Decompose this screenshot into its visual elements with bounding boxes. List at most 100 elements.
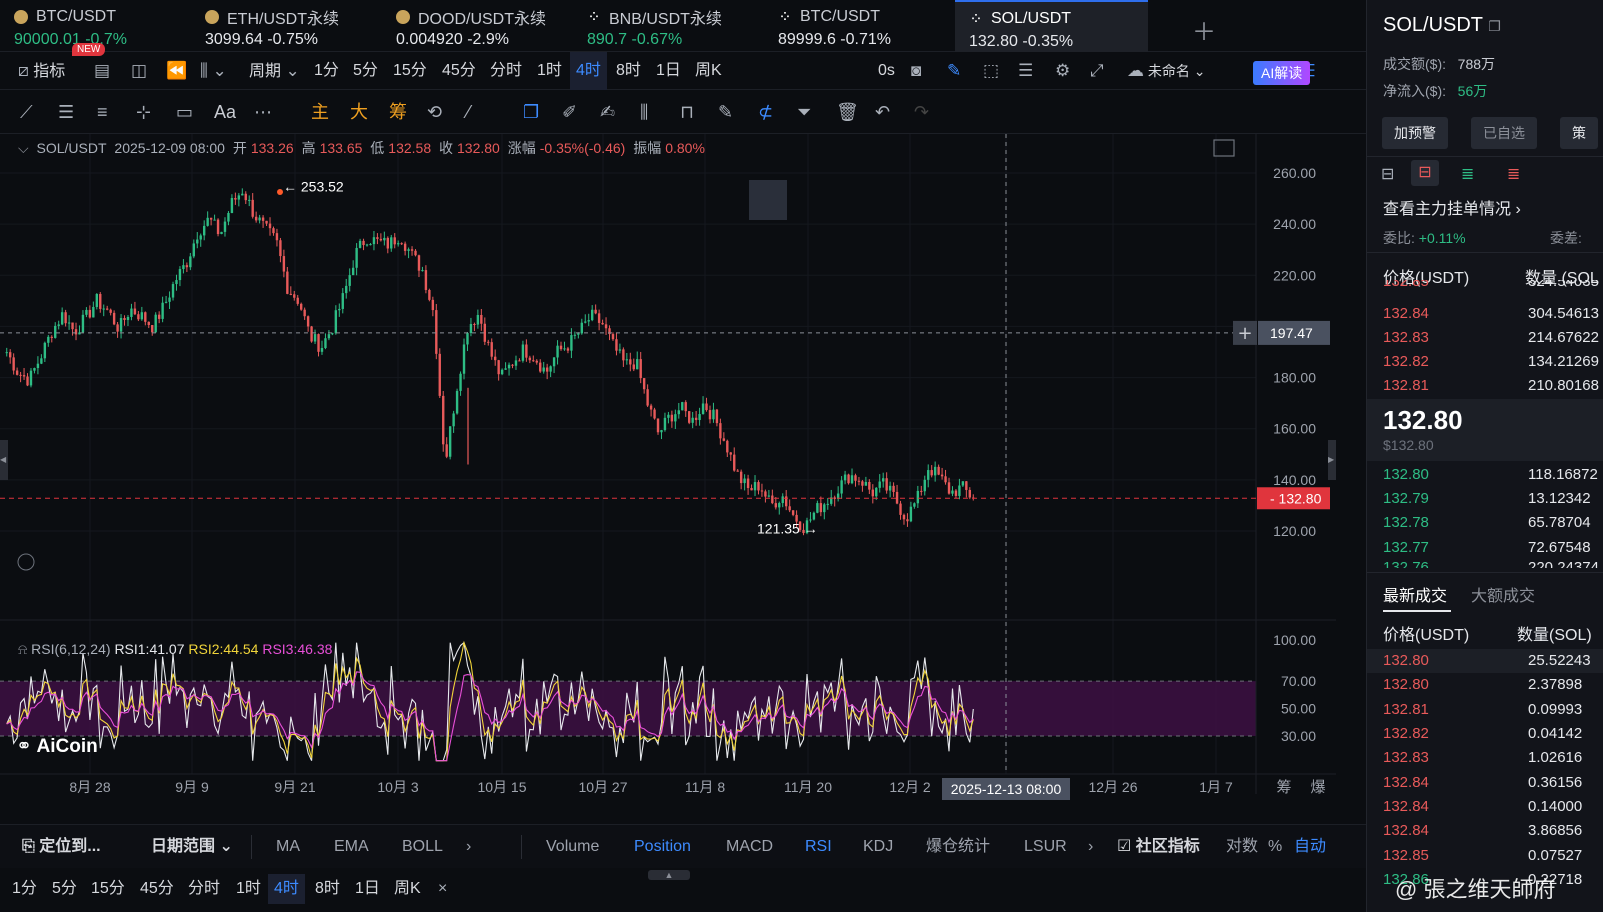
add-alert-button[interactable]: 加预警 xyxy=(1382,117,1448,149)
ruler-icon[interactable]: ✐ xyxy=(562,102,578,122)
percent-toggle[interactable]: % xyxy=(1268,838,1283,855)
tab-big-trades[interactable]: 大额成交 xyxy=(1471,588,1536,605)
period-dropdown[interactable]: 周期 ⌄ xyxy=(249,52,300,90)
tab-latest-trades[interactable]: 最新成交 xyxy=(1383,588,1448,605)
interval-5m[interactable]: 5分 xyxy=(353,62,378,79)
ind-boll[interactable]: BOLL xyxy=(402,838,443,855)
ask-row[interactable]: 132.85 324.54035 xyxy=(1383,280,1599,290)
interval-timeline[interactable]: 分时 xyxy=(490,62,523,79)
interval-1m[interactable]: 1分 xyxy=(314,62,339,79)
bid-row[interactable]: 132.77 72.67548 xyxy=(1383,539,1591,556)
quick-45m[interactable]: 45分 xyxy=(140,880,174,897)
ask-row[interactable]: 132.82 134.21269 xyxy=(1383,353,1599,370)
tab-eth-usdt-perp[interactable]: ETH/USDT永续 3099.64 -0.75% xyxy=(191,0,386,52)
bid-row[interactable]: 132.78 65.78704 xyxy=(1383,514,1591,531)
tab-bnb-usdt-perp[interactable]: ⁘ BNB/USDT永续 890.7 -0.67% xyxy=(573,0,768,52)
layout-icon[interactable]: ◫ xyxy=(131,61,148,80)
main-force-button[interactable]: 主 xyxy=(311,102,329,122)
settings-icon[interactable]: ⚙ xyxy=(1055,61,1071,80)
select-icon[interactable]: ⬚ xyxy=(983,61,1000,80)
quick-1h[interactable]: 1时 xyxy=(236,880,261,897)
note-icon[interactable]: ✎ xyxy=(718,102,734,122)
chip-button[interactable]: 筹 xyxy=(389,102,407,122)
quick-1d[interactable]: 1日 xyxy=(355,880,380,897)
parallel-lines-icon[interactable]: ☰ xyxy=(58,102,75,122)
quick-week[interactable]: 周K xyxy=(394,880,421,897)
candle-type-icon[interactable]: ⫼ ⌄ xyxy=(200,61,227,80)
orderbook-both-icon[interactable]: ⊟ xyxy=(1381,166,1395,183)
ai-analysis-button[interactable]: AI解读 xyxy=(1253,61,1311,85)
ask-row[interactable]: 132.83 214.67622 xyxy=(1383,329,1599,346)
locate-button[interactable]: ⎘ 定位到... xyxy=(22,825,101,869)
strategy-button[interactable]: 策 xyxy=(1560,117,1598,149)
big-order-button[interactable]: 大 xyxy=(350,102,368,122)
fib-icon[interactable]: ≡ xyxy=(97,102,108,122)
ask-row[interactable]: 132.84 304.54613 xyxy=(1383,305,1599,322)
interval-8h[interactable]: 8时 xyxy=(616,62,641,79)
camera-icon[interactable]: ◙ xyxy=(911,61,922,80)
ind-macd[interactable]: MACD xyxy=(726,838,774,855)
right-collapse-handle[interactable]: ▶ xyxy=(1328,440,1336,480)
copy-icon[interactable]: ❐ xyxy=(1488,18,1501,34)
text-tool[interactable]: Aa xyxy=(214,102,237,122)
interval-1d[interactable]: 1日 xyxy=(656,62,681,79)
orderbook-asks-icon[interactable]: ≣ xyxy=(1507,166,1521,183)
auto-toggle[interactable]: 自动 xyxy=(1294,838,1327,855)
horizontal-line-icon[interactable]: ⊹ xyxy=(136,102,152,122)
more-icon[interactable]: ⋯ xyxy=(254,102,272,122)
interval-15m[interactable]: 15分 xyxy=(393,62,427,79)
log-toggle[interactable]: 对数 xyxy=(1226,838,1259,855)
measure-icon[interactable]: ⁄ xyxy=(467,102,471,122)
bell-icon[interactable]: ⍾ xyxy=(18,641,28,657)
ask-row[interactable]: 132.81 210.80168 xyxy=(1383,377,1599,394)
main-orders-link[interactable]: 查看主力挂单情况 › xyxy=(1383,201,1521,218)
bid-row[interactable]: 132.79 13.12342 xyxy=(1383,490,1591,507)
trash-icon[interactable]: 🗑 xyxy=(836,102,859,122)
chart-canvas[interactable]: 8月 28 9月 9 9月 21 10月 3 10月 15 10月 27 11月 8 11月 … xyxy=(0,134,1366,824)
calendar-icon[interactable]: ▤ xyxy=(94,61,111,80)
list-icon[interactable]: ☰ xyxy=(1018,61,1034,80)
filter-icon[interactable]: ⏷ xyxy=(797,102,812,122)
ind-kdj[interactable]: KDJ xyxy=(863,838,894,855)
interval-1h[interactable]: 1时 xyxy=(537,62,562,79)
left-collapse-handle[interactable]: ◀ xyxy=(0,440,8,480)
redo-icon[interactable]: ↷ xyxy=(914,102,930,122)
interval-4h[interactable]: 4时 xyxy=(570,52,607,90)
candle-icon[interactable]: ⫼ xyxy=(640,102,649,122)
quick-timeline[interactable]: 分时 xyxy=(188,880,221,897)
drag-handle[interactable]: ▲ xyxy=(648,870,690,880)
chevron-right-icon[interactable]: › xyxy=(466,838,472,855)
collapse-icon[interactable]: ⌵ xyxy=(18,140,29,156)
quick-15m[interactable]: 15分 xyxy=(91,880,125,897)
date-range-dropdown[interactable]: 日期范围 ⌄ xyxy=(151,838,233,855)
ind-volume[interactable]: Volume xyxy=(546,838,600,855)
replay-icon[interactable]: ⏪ xyxy=(166,61,188,80)
tab-dood-usdt-perp[interactable]: DOOD/USDT永续 0.004920 -2.9% xyxy=(382,0,577,52)
tab-sol-usdt[interactable]: ⁘ SOL/USDT 132.80 -0.35% xyxy=(955,0,1148,52)
ind-rsi[interactable]: RSI xyxy=(805,838,832,855)
indicator-button[interactable]: ⧄ 指标 xyxy=(18,52,65,90)
tab-btc-usdt-2[interactable]: ⁘ BTC/USDT 89999.6 -0.71% xyxy=(764,0,959,52)
lock-icon[interactable]: ⊓ xyxy=(680,102,695,122)
add-tab-button[interactable]: ＋ xyxy=(1192,19,1216,46)
orderbook-bids-icon[interactable]: ≣ xyxy=(1461,166,1475,183)
bid-row[interactable]: 132.76 220.24374 xyxy=(1383,559,1599,568)
ind-ma[interactable]: MA xyxy=(276,838,300,855)
interval-week[interactable]: 周K xyxy=(695,62,722,79)
community-indicators[interactable]: ☑ 社区指标 xyxy=(1117,825,1200,869)
interval-45m[interactable]: 45分 xyxy=(442,62,476,79)
brush-icon[interactable]: ✍ xyxy=(600,102,616,122)
undo-icon[interactable]: ↶ xyxy=(875,102,891,122)
quick-4h[interactable]: 4时 xyxy=(268,874,305,904)
close-icon[interactable]: × xyxy=(438,880,448,897)
magnet-icon[interactable]: ⊄ xyxy=(758,102,774,122)
quick-8h[interactable]: 8时 xyxy=(315,880,340,897)
swap-icon[interactable]: ⟲ xyxy=(427,102,443,122)
chevron-right-icon[interactable]: › xyxy=(1088,838,1094,855)
rectangle-icon[interactable]: ▭ xyxy=(176,102,194,122)
copy-icon[interactable]: ❐ xyxy=(523,102,540,122)
bid-row[interactable]: 132.80 118.16872 xyxy=(1383,466,1598,483)
ind-lsur[interactable]: LSUR xyxy=(1024,838,1067,855)
ind-ema[interactable]: EMA xyxy=(334,838,369,855)
trendline-icon[interactable]: ⟋ xyxy=(20,102,33,122)
